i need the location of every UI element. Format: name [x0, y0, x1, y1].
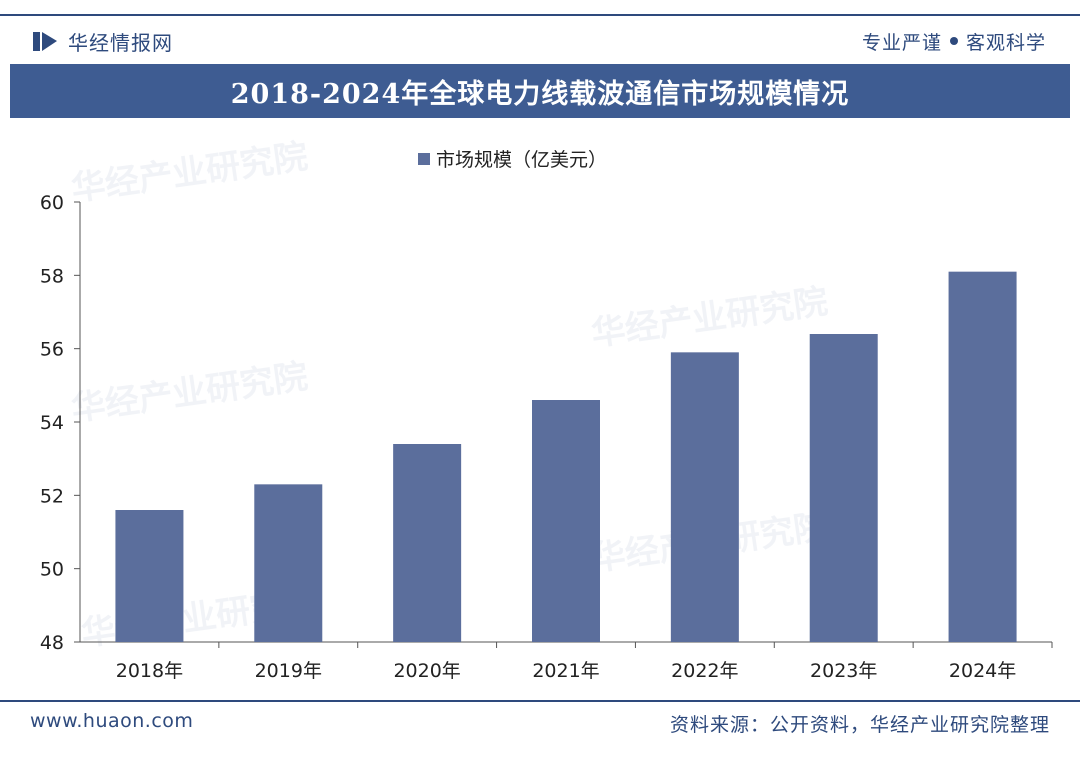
slogan-left: 专业严谨	[861, 31, 942, 54]
y-tick-label: 48	[40, 632, 64, 654]
bar	[809, 334, 878, 642]
x-tick-label: 2021年	[532, 660, 599, 682]
y-tick-label: 56	[40, 339, 64, 361]
x-tick-label: 2024年	[949, 660, 1016, 682]
y-tick-label: 50	[40, 559, 64, 581]
bar	[393, 444, 462, 642]
chart-title: 2018-2024年全球电力线载波通信市场规模情况	[230, 78, 850, 110]
brand: 华经情报网	[32, 26, 173, 56]
top-rule	[0, 14, 1080, 16]
slogan-right: 客观科学	[965, 31, 1046, 54]
x-tick-label: 2018年	[116, 660, 183, 682]
slogan: 专业严谨 客观科学	[862, 26, 1046, 56]
bar-chart: 市场规模（亿美元） 48 50 52 54 56 58 60 2018年 2019年 2020年 20…	[40, 149, 1053, 682]
bar	[670, 352, 739, 642]
legend-label: 市场规模（亿美元）	[436, 149, 607, 171]
x-tick-label: 2023年	[810, 660, 877, 682]
footer-rule	[0, 700, 1080, 702]
chart-area: 市场规模（亿美元） 48 50 52 54 56 58 60 2018年 2019年 2020年 20…	[0, 130, 1080, 700]
y-tick-label: 60	[40, 192, 64, 214]
x-tick-label: 2022年	[671, 660, 738, 682]
bar	[254, 484, 323, 642]
y-tick-label: 54	[40, 412, 64, 434]
x-tick-label: 2019年	[255, 660, 322, 682]
bullet-icon	[949, 37, 958, 45]
y-tick-label: 52	[40, 485, 64, 507]
legend-swatch	[418, 153, 430, 165]
footer-website: www.huaon.com	[30, 710, 194, 732]
y-tick-label: 58	[40, 265, 64, 287]
bar	[115, 510, 184, 642]
x-tick-label: 2020年	[393, 660, 460, 682]
footer-source: 资料来源：公开资料，华经产业研究院整理	[669, 714, 1050, 736]
brand-name: 华经情报网	[68, 30, 173, 55]
bar	[532, 400, 600, 642]
brand-logo-icon	[33, 32, 57, 51]
title-bar: 2018-2024年全球电力线载波通信市场规模情况	[10, 64, 1070, 118]
bar	[948, 271, 1017, 642]
